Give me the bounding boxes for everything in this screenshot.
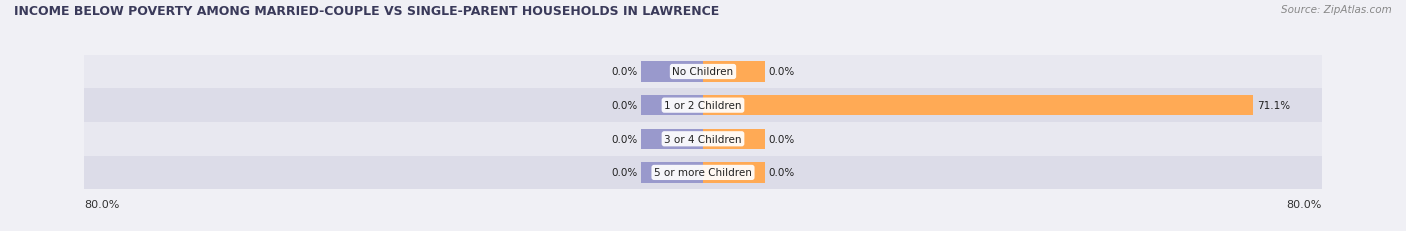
Bar	[703, 163, 765, 183]
Text: 5 or more Children: 5 or more Children	[654, 168, 752, 178]
Text: 0.0%: 0.0%	[612, 67, 637, 77]
Text: 0.0%: 0.0%	[612, 134, 637, 144]
Bar	[84, 89, 1322, 122]
Bar	[641, 163, 703, 183]
Bar	[641, 62, 703, 82]
Bar	[703, 129, 765, 149]
Text: No Children: No Children	[672, 67, 734, 77]
Text: 0.0%: 0.0%	[769, 67, 794, 77]
Text: 1 or 2 Children: 1 or 2 Children	[664, 101, 742, 111]
Bar	[703, 96, 1253, 116]
Text: 0.0%: 0.0%	[769, 168, 794, 178]
Bar	[84, 122, 1322, 156]
Bar	[84, 55, 1322, 89]
Text: Source: ZipAtlas.com: Source: ZipAtlas.com	[1281, 5, 1392, 15]
Bar	[84, 156, 1322, 189]
Text: 80.0%: 80.0%	[84, 199, 120, 209]
Bar	[703, 62, 765, 82]
Text: 0.0%: 0.0%	[769, 134, 794, 144]
Text: 71.1%: 71.1%	[1257, 101, 1289, 111]
Bar	[641, 129, 703, 149]
Text: INCOME BELOW POVERTY AMONG MARRIED-COUPLE VS SINGLE-PARENT HOUSEHOLDS IN LAWRENC: INCOME BELOW POVERTY AMONG MARRIED-COUPL…	[14, 5, 720, 18]
Text: 80.0%: 80.0%	[1286, 199, 1322, 209]
Bar	[641, 96, 703, 116]
Text: 0.0%: 0.0%	[612, 101, 637, 111]
Text: 3 or 4 Children: 3 or 4 Children	[664, 134, 742, 144]
Text: 0.0%: 0.0%	[612, 168, 637, 178]
